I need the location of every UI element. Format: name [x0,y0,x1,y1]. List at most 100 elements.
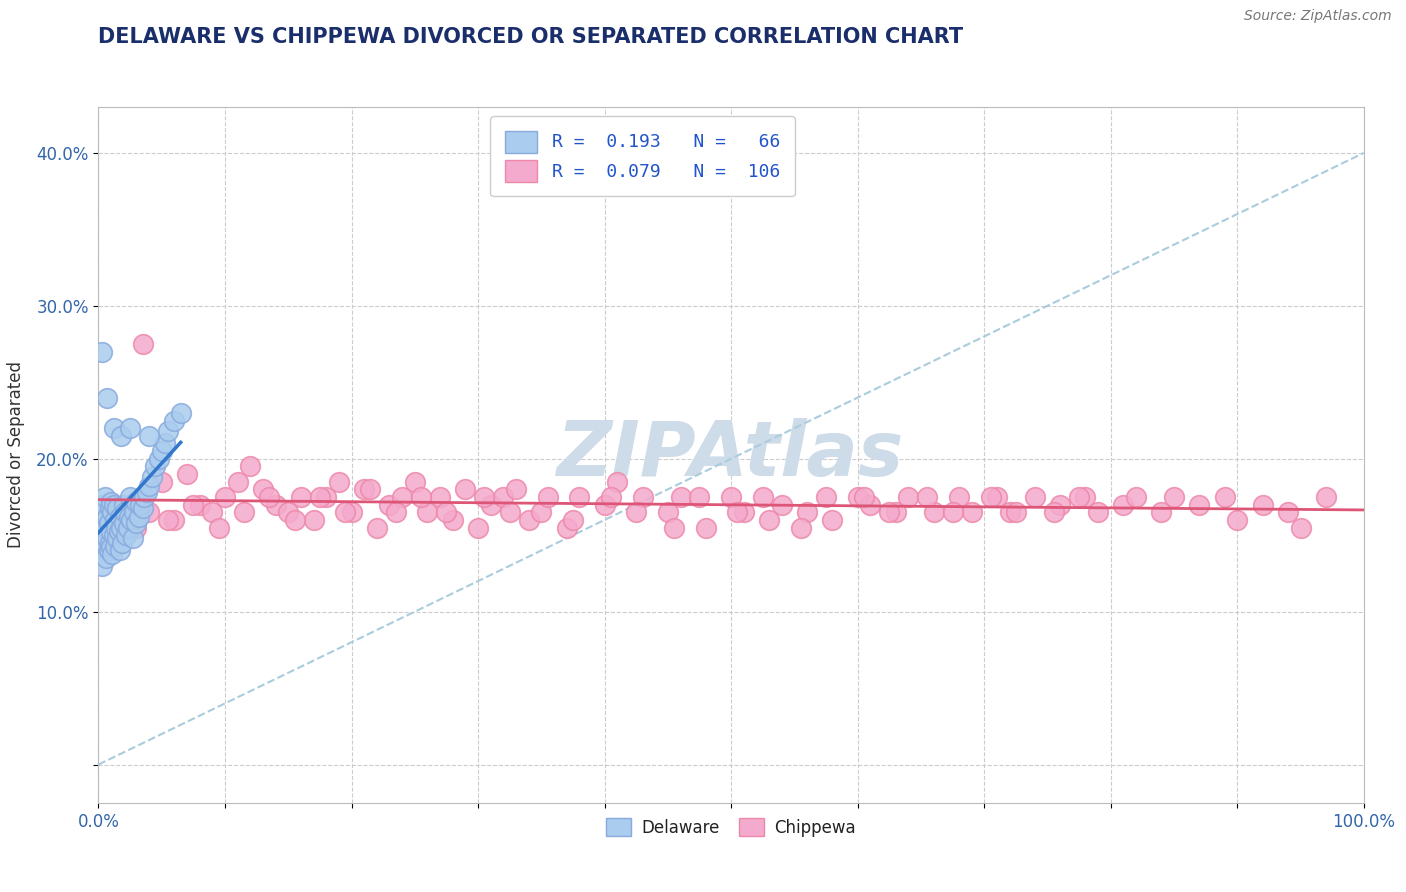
Point [97,543,120,558]
Point [188,498,211,512]
Point [284,513,307,527]
Point [733,505,755,519]
Point [441,513,464,527]
Point [385,505,408,519]
Point [122,505,145,519]
Point [110,520,132,534]
Point [1226,513,1249,527]
Point [593,498,616,512]
Point [1188,498,1211,512]
Point [103,421,125,435]
Point [101,547,124,561]
Point [770,498,793,512]
Point [155,436,177,450]
Point [150,444,173,458]
Point [91,505,114,519]
Point [517,513,540,527]
Point [91,558,114,573]
Point [128,509,150,524]
Point [1125,490,1147,504]
Point [135,485,157,500]
Point [96,391,118,405]
Point [814,490,837,504]
Point [688,490,710,504]
Point [97,516,120,530]
Point [664,520,686,534]
Point [132,490,155,504]
Point [360,483,382,497]
Point [302,513,325,527]
Point [1043,505,1066,519]
Point [226,475,249,489]
Point [125,516,148,530]
Text: ZIPAtlas: ZIPAtlas [557,418,905,491]
Point [796,505,818,519]
Point [169,406,191,420]
Legend: Delaware, Chippewa: Delaware, Chippewa [599,811,863,843]
Point [94,520,117,534]
Point [1289,520,1312,534]
Point [214,490,236,504]
Point [98,536,121,550]
Point [1315,490,1337,504]
Point [98,500,121,515]
Point [1150,505,1173,519]
Point [353,483,375,497]
Point [201,505,224,519]
Point [138,505,160,519]
Point [897,490,920,504]
Point [942,505,965,519]
Point [121,531,143,545]
Point [416,505,439,519]
Point [132,337,155,351]
Point [89,520,111,534]
Text: Source: ZipAtlas.com: Source: ZipAtlas.com [1244,9,1392,23]
Point [309,490,332,504]
Point [479,498,502,512]
Point [176,467,198,481]
Point [859,498,882,512]
Point [631,490,654,504]
Point [148,451,170,466]
Point [157,513,180,527]
Point [530,505,553,519]
Point [157,424,180,438]
Point [94,551,117,566]
Point [91,344,114,359]
Point [669,490,692,504]
Point [1069,490,1091,504]
Point [112,498,135,512]
Point [436,505,458,519]
Point [108,509,131,524]
Point [290,490,312,504]
Point [335,505,357,519]
Point [1251,498,1274,512]
Point [163,513,186,527]
Point [103,498,125,512]
Point [315,490,337,504]
Point [790,520,813,534]
Point [821,513,844,527]
Point [986,490,1008,504]
Point [657,505,679,519]
Point [93,513,117,527]
Point [846,490,869,504]
Point [100,541,122,555]
Point [624,505,647,519]
Point [183,498,205,512]
Point [1087,505,1109,519]
Point [1112,498,1135,512]
Point [252,483,274,497]
Point [328,475,350,489]
Point [277,505,299,519]
Point [979,490,1001,504]
Point [132,500,155,515]
Point [96,509,118,524]
Point [141,470,163,484]
Point [695,520,717,534]
Point [758,513,780,527]
Point [163,413,186,427]
Point [884,505,907,519]
Point [104,513,127,527]
Point [125,494,148,508]
